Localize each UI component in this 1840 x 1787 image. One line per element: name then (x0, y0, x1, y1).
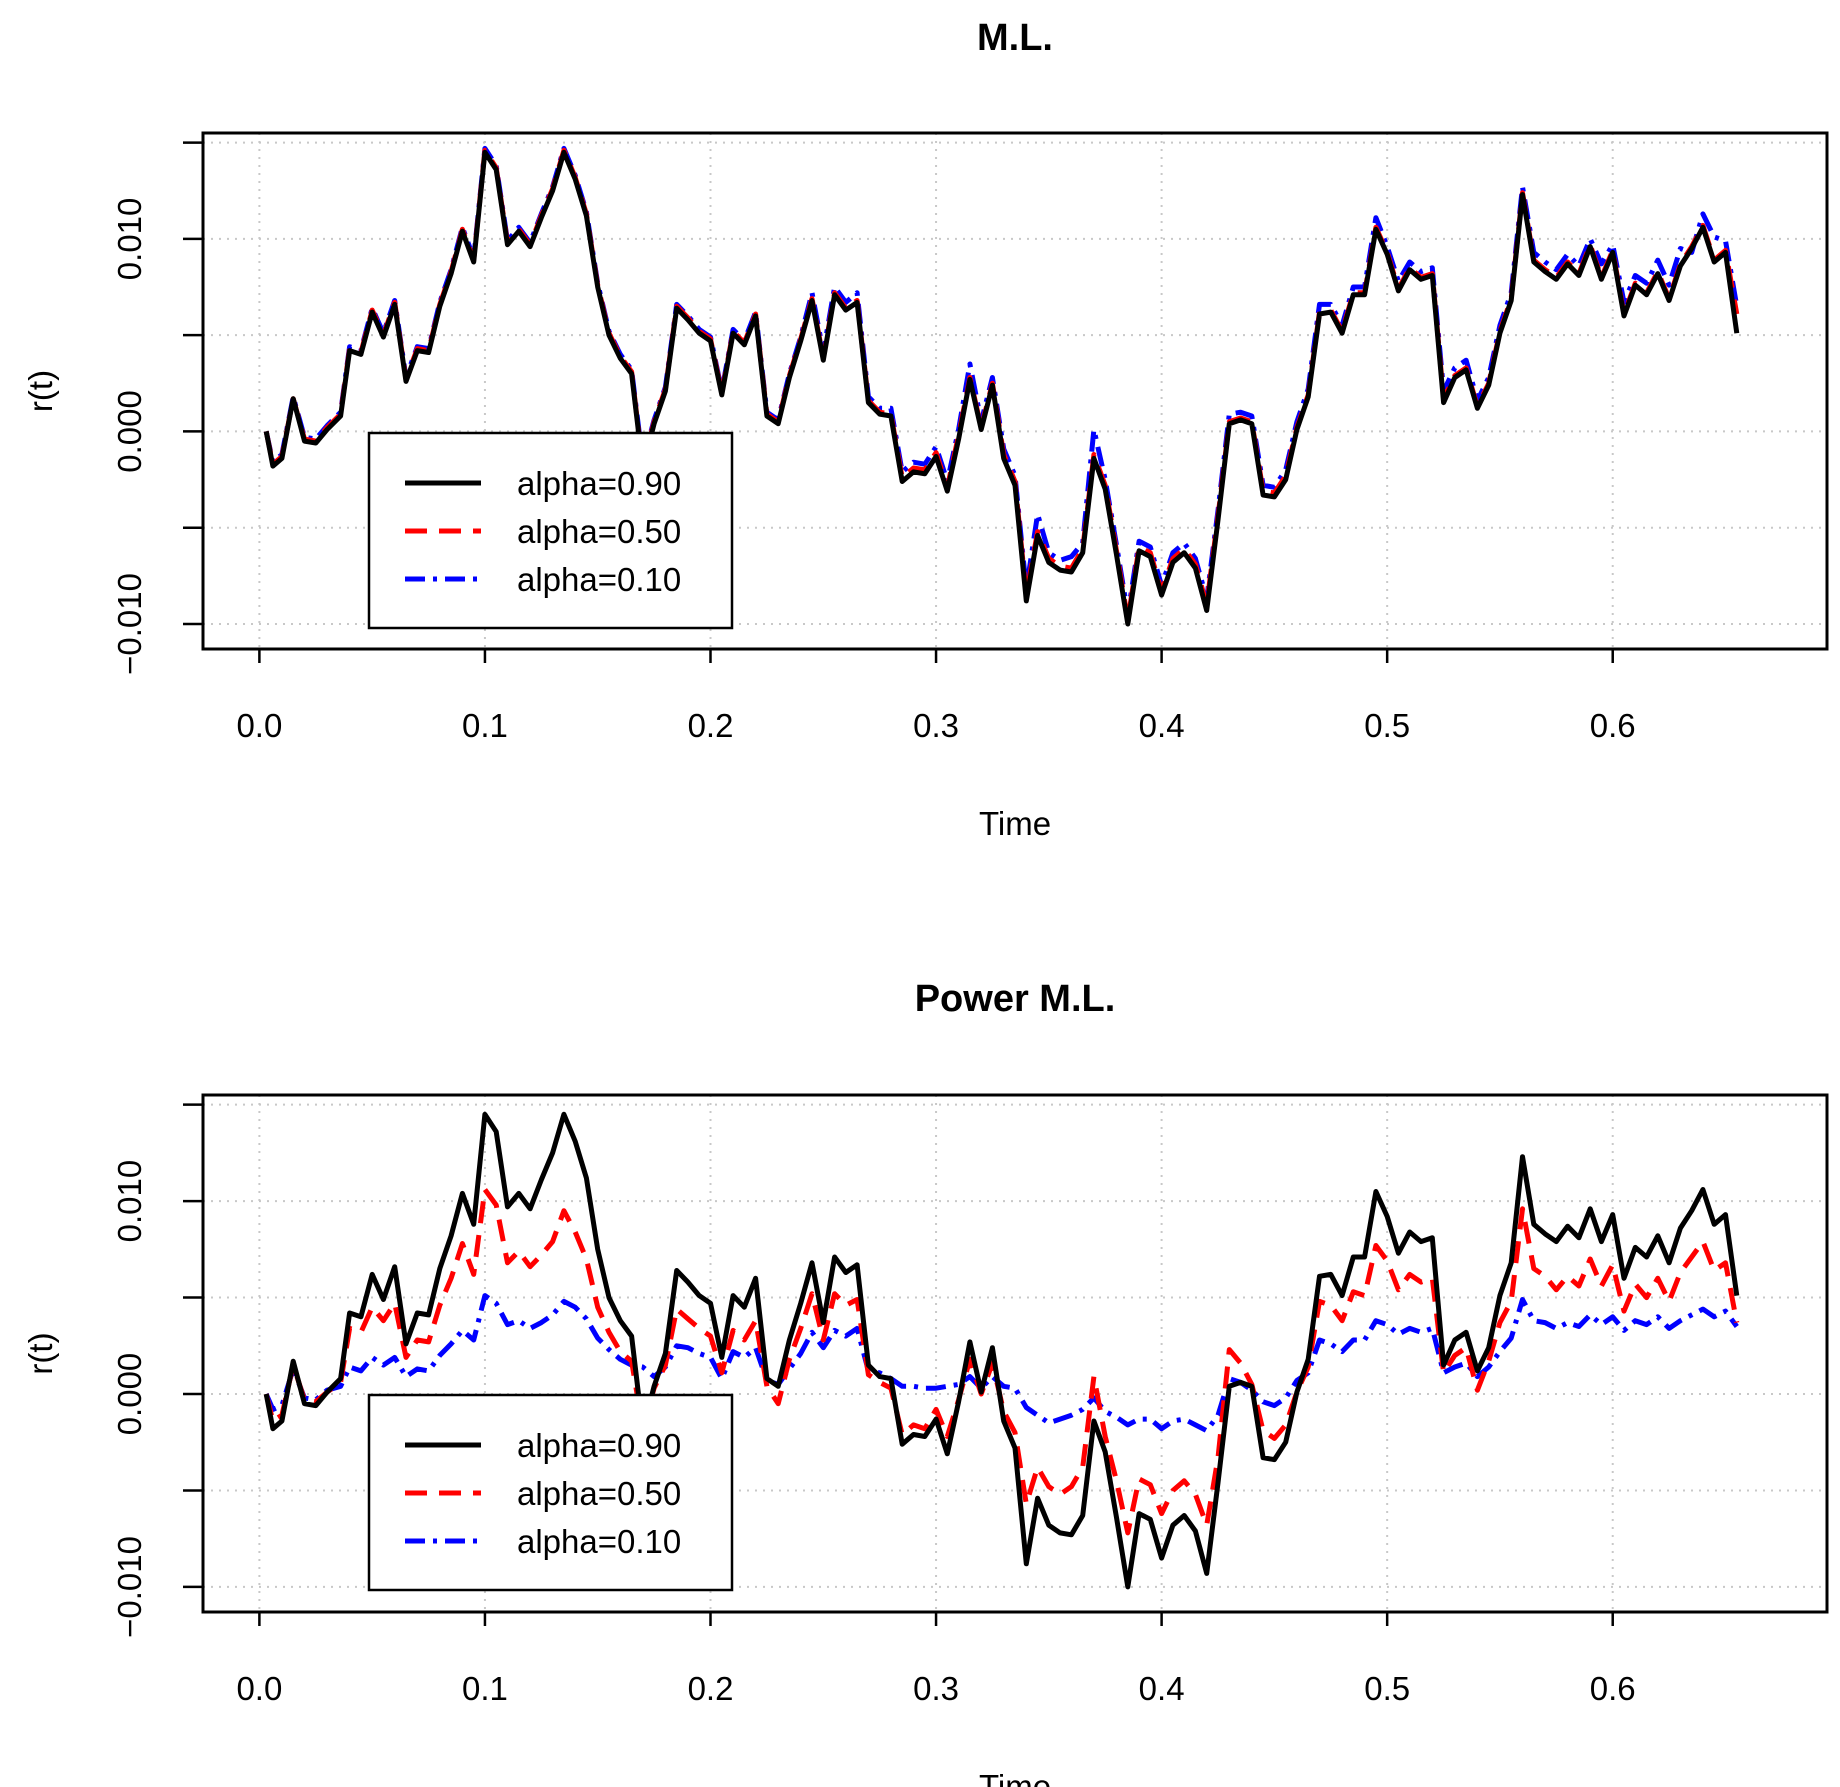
chart-title: Power M.L. (915, 978, 1116, 1020)
x-tick-label: 0.1 (462, 707, 508, 744)
x-tick-label: 0.6 (1590, 1670, 1636, 1707)
x-tick-label: 0.4 (1139, 1670, 1185, 1707)
x-tick-label: 0.2 (688, 1670, 734, 1707)
x-tick-label: 0.6 (1590, 707, 1636, 744)
legend-label: alpha=0.50 (517, 1475, 681, 1512)
chart-panel-1: M.L. 0.0 0.1 0.2 0.3 0.4 0.5 0.6 −0.010 0.000 0.01… (22, 17, 1829, 842)
plot-frame (201, 131, 1829, 651)
x-tick-label: 0.5 (1364, 1670, 1410, 1707)
legend-box (367, 431, 734, 630)
x-tick-label: 0.0 (236, 707, 282, 744)
x-tick-label: 0.0 (236, 1670, 282, 1707)
y-tick-label: −0.010 (111, 1536, 148, 1638)
x-tick-label: 0.3 (913, 707, 959, 744)
series-line-alpha-0-90 (263, 1111, 1740, 1590)
y-tick-label: −0.010 (111, 573, 148, 675)
legend-label: alpha=0.10 (517, 561, 681, 598)
y-axis-label: r(t) (22, 1332, 59, 1374)
y-axis-label: r(t) (22, 370, 59, 412)
legend-label: alpha=0.50 (517, 513, 681, 550)
x-tick-label: 0.3 (913, 1670, 959, 1707)
legend: alpha=0.90 alpha=0.50 alpha=0.10 (367, 431, 734, 630)
legend-label: alpha=0.90 (517, 1427, 681, 1464)
x-axis-label: Time (979, 805, 1051, 842)
y-tick-label: 0.010 (111, 1160, 148, 1243)
legend-box (367, 1393, 734, 1592)
legend-label: alpha=0.10 (517, 1523, 681, 1560)
x-tick-label: 0.2 (688, 707, 734, 744)
series-line-alpha-0-90 (263, 149, 1740, 627)
y-tick-label: 0.000 (111, 1353, 148, 1436)
x-axis-label: Time (979, 1768, 1051, 1787)
chart-panel-2: Power M.L. 0.0 0.1 0.2 0.3 0.4 0.5 0.6 −0.010 0.0… (22, 978, 1829, 1787)
plot-frame (201, 1093, 1829, 1614)
x-tick-label: 0.5 (1364, 707, 1410, 744)
legend: alpha=0.90 alpha=0.50 alpha=0.10 (367, 1393, 734, 1592)
y-tick-label: 0.010 (111, 198, 148, 281)
y-tick-label: 0.000 (111, 390, 148, 473)
chart-title: M.L. (977, 17, 1053, 59)
x-tick-label: 0.1 (462, 1670, 508, 1707)
x-tick-label: 0.4 (1139, 707, 1185, 744)
legend-label: alpha=0.90 (517, 465, 681, 502)
